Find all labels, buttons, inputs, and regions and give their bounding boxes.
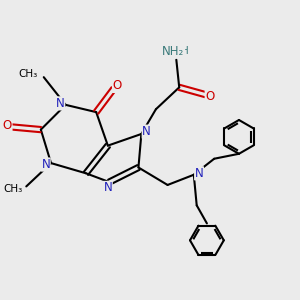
Text: -H: -H [169, 47, 181, 57]
Text: N: N [142, 125, 151, 138]
Text: N: N [163, 46, 172, 59]
Text: O: O [3, 119, 12, 132]
Text: H: H [181, 46, 189, 56]
Text: N: N [41, 158, 50, 171]
Text: O: O [112, 80, 122, 92]
Text: N: N [56, 97, 65, 110]
Text: N: N [103, 182, 112, 194]
Text: O: O [205, 91, 214, 103]
Text: CH₃: CH₃ [4, 184, 23, 194]
Text: NH₂: NH₂ [162, 45, 184, 58]
Text: CH₃: CH₃ [18, 69, 38, 79]
Text: N: N [195, 167, 203, 180]
